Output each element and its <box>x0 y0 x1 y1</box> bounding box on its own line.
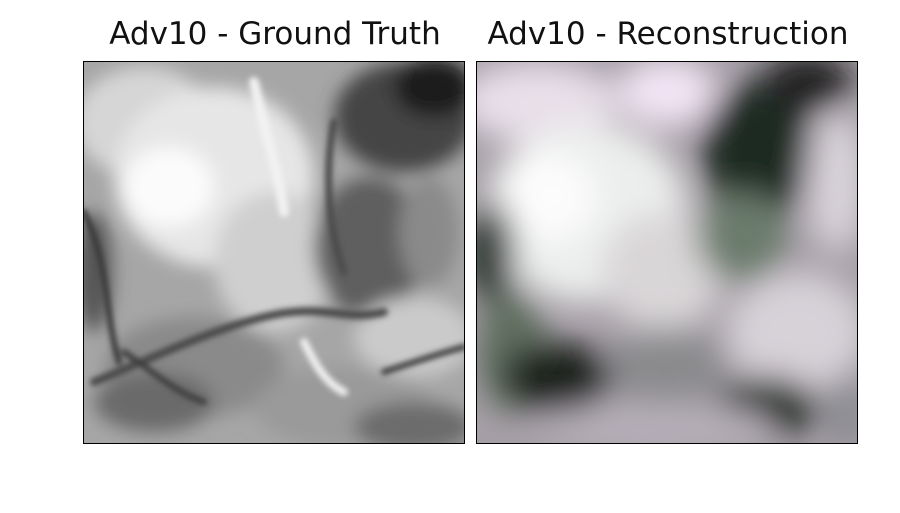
reconstruction-title: Adv10 - Reconstruction <box>487 16 849 52</box>
ground-truth-title: Adv10 - Ground Truth <box>109 16 441 52</box>
ground-truth-image <box>83 61 465 444</box>
reconstruction-image <box>476 61 858 444</box>
